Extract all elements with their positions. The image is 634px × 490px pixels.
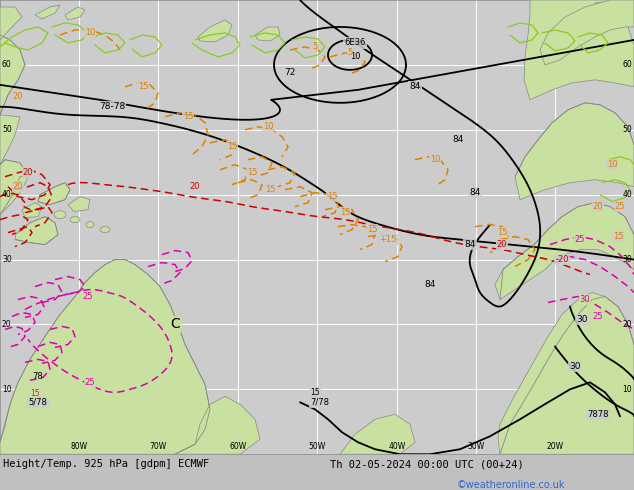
Text: 15: 15 bbox=[612, 232, 623, 241]
Text: 30: 30 bbox=[2, 255, 12, 264]
Text: 50: 50 bbox=[622, 125, 632, 134]
Text: 25: 25 bbox=[615, 202, 625, 211]
Text: 20W: 20W bbox=[547, 442, 564, 451]
Polygon shape bbox=[340, 415, 415, 454]
Text: 7/78: 7/78 bbox=[311, 398, 330, 407]
Polygon shape bbox=[38, 183, 70, 205]
Text: 25: 25 bbox=[83, 292, 93, 301]
Text: 10: 10 bbox=[350, 52, 360, 61]
Text: 50: 50 bbox=[2, 125, 12, 134]
Polygon shape bbox=[65, 7, 85, 20]
Text: 15: 15 bbox=[227, 142, 237, 151]
Polygon shape bbox=[15, 217, 58, 245]
Polygon shape bbox=[70, 217, 80, 222]
Text: 15: 15 bbox=[497, 228, 507, 237]
Text: 10: 10 bbox=[430, 155, 440, 164]
Text: 84: 84 bbox=[424, 280, 436, 289]
Text: 15: 15 bbox=[183, 112, 193, 122]
Text: 84: 84 bbox=[464, 240, 476, 249]
Polygon shape bbox=[515, 103, 634, 199]
Text: 70W: 70W bbox=[150, 442, 167, 451]
Text: 30: 30 bbox=[622, 255, 632, 264]
Text: 50W: 50W bbox=[308, 442, 326, 451]
Polygon shape bbox=[0, 7, 22, 40]
Text: 84: 84 bbox=[452, 135, 463, 144]
Text: 15: 15 bbox=[340, 208, 350, 217]
Polygon shape bbox=[495, 203, 634, 299]
Text: 25: 25 bbox=[593, 312, 603, 321]
Text: 40: 40 bbox=[2, 190, 12, 199]
Polygon shape bbox=[498, 293, 634, 454]
Text: 15: 15 bbox=[265, 185, 275, 194]
Text: 5: 5 bbox=[347, 49, 353, 57]
Text: 60: 60 bbox=[2, 60, 12, 70]
Polygon shape bbox=[524, 0, 634, 100]
Text: 10: 10 bbox=[607, 160, 618, 169]
Polygon shape bbox=[54, 211, 66, 219]
Polygon shape bbox=[0, 260, 210, 454]
Text: 10: 10 bbox=[262, 122, 273, 131]
Text: 30: 30 bbox=[576, 315, 588, 324]
Text: 20: 20 bbox=[497, 240, 507, 249]
Text: 7878: 7878 bbox=[587, 410, 609, 419]
Text: 20: 20 bbox=[623, 320, 632, 329]
Text: 5/78: 5/78 bbox=[29, 398, 48, 407]
Text: 20: 20 bbox=[2, 320, 11, 329]
Text: 30: 30 bbox=[579, 295, 590, 304]
Text: Th 02-05-2024 00:00 UTC (00+24): Th 02-05-2024 00:00 UTC (00+24) bbox=[330, 459, 524, 469]
Text: 72: 72 bbox=[284, 69, 295, 77]
Polygon shape bbox=[100, 227, 110, 233]
Text: 20: 20 bbox=[23, 168, 33, 177]
Text: 78-78: 78-78 bbox=[99, 102, 125, 111]
Text: 10: 10 bbox=[2, 385, 11, 394]
Text: 20: 20 bbox=[593, 202, 603, 211]
Text: Height/Temp. 925 hPa [gdpm] ECMWF: Height/Temp. 925 hPa [gdpm] ECMWF bbox=[3, 459, 209, 469]
Polygon shape bbox=[0, 35, 25, 115]
Text: 20: 20 bbox=[190, 182, 200, 191]
Text: 25: 25 bbox=[85, 378, 95, 387]
Text: 60W: 60W bbox=[230, 442, 247, 451]
Text: 40: 40 bbox=[622, 190, 632, 199]
Text: ©weatheronline.co.uk: ©weatheronline.co.uk bbox=[456, 480, 565, 490]
Text: 15: 15 bbox=[30, 390, 39, 398]
Polygon shape bbox=[540, 0, 634, 65]
Text: 10: 10 bbox=[85, 28, 95, 37]
Polygon shape bbox=[198, 20, 232, 42]
Text: 30: 30 bbox=[569, 362, 581, 371]
Polygon shape bbox=[255, 27, 280, 41]
Polygon shape bbox=[0, 115, 20, 165]
Text: 15: 15 bbox=[327, 192, 337, 201]
Text: 15: 15 bbox=[366, 225, 377, 234]
Text: 15: 15 bbox=[310, 388, 320, 397]
Text: 20: 20 bbox=[13, 182, 23, 191]
Polygon shape bbox=[86, 221, 94, 227]
Text: +15: +15 bbox=[379, 235, 397, 244]
Polygon shape bbox=[175, 396, 260, 454]
Text: 78: 78 bbox=[32, 372, 42, 381]
Polygon shape bbox=[68, 196, 90, 212]
Text: C: C bbox=[170, 318, 180, 331]
Text: 80W: 80W bbox=[70, 442, 87, 451]
Text: 20: 20 bbox=[13, 92, 23, 101]
Text: 5: 5 bbox=[313, 43, 318, 51]
Text: 25: 25 bbox=[575, 235, 585, 244]
Text: 84: 84 bbox=[410, 82, 421, 91]
Text: 30W: 30W bbox=[467, 442, 484, 451]
Polygon shape bbox=[0, 160, 28, 215]
Text: -20: -20 bbox=[555, 255, 569, 264]
Text: 10: 10 bbox=[623, 385, 632, 394]
Text: 60: 60 bbox=[622, 60, 632, 70]
Polygon shape bbox=[22, 203, 42, 218]
Text: 40W: 40W bbox=[389, 442, 406, 451]
Text: 15: 15 bbox=[138, 82, 148, 91]
Polygon shape bbox=[35, 5, 60, 19]
Text: 6E36: 6E36 bbox=[344, 38, 366, 48]
Text: 15: 15 bbox=[247, 168, 257, 177]
Text: 84: 84 bbox=[469, 188, 481, 197]
